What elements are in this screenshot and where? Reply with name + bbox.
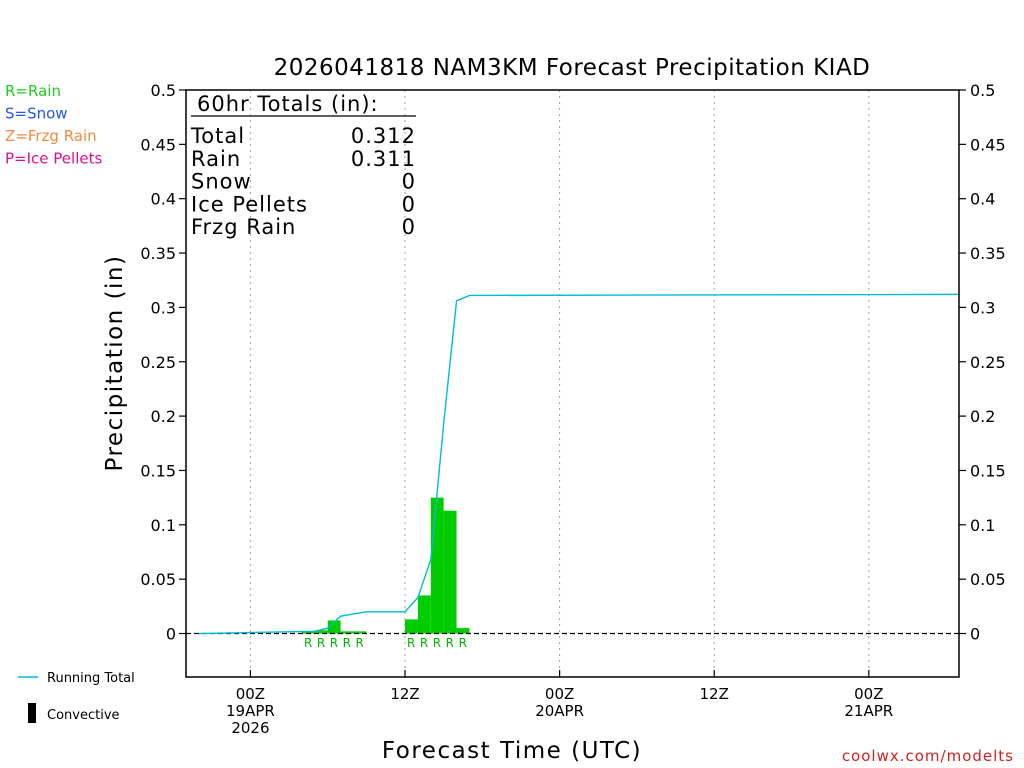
y-tick-label: 0.15 xyxy=(140,461,176,480)
totals-row-label: Frzg Rain xyxy=(191,215,296,239)
totals-row-value: 0.311 xyxy=(351,147,416,171)
precip-bar xyxy=(443,510,457,634)
x-tick-label: 12Z xyxy=(390,685,419,703)
x-tick-label: 00Z xyxy=(854,685,883,703)
credit-text: coolwx.com/modelts xyxy=(842,747,1014,765)
y-tick-label-right: 0.3 xyxy=(970,298,995,317)
y-tick-label-right: 0.05 xyxy=(970,570,1006,589)
bars-group xyxy=(301,497,470,634)
totals-row-value: 0 xyxy=(402,170,416,194)
y-tick-label-right: 0.5 xyxy=(970,81,995,100)
precip-bar xyxy=(314,630,328,634)
y-tick-label-right: 0.15 xyxy=(970,461,1006,480)
x-tick-label: 21APR xyxy=(844,702,893,720)
ptype-legend-item: S=Snow xyxy=(5,105,68,123)
x-tick-label: 12Z xyxy=(700,685,729,703)
precip-bar xyxy=(405,619,418,634)
totals-row-value: 0 xyxy=(402,192,416,216)
y-tick-label: 0 xyxy=(166,625,176,644)
precip-bar xyxy=(430,497,444,634)
ptype-legend-item: P=Ice Pellets xyxy=(5,150,102,168)
totals-row-label: Snow xyxy=(191,170,252,194)
totals-box: 60hr Totals (in): Total 0.312 Rain 0.311 Sno… xyxy=(190,92,416,239)
convective-legend-swatch xyxy=(28,703,36,723)
totals-row-label: Ice Pellets xyxy=(191,192,308,216)
x-tick-label: 2026 xyxy=(231,719,269,737)
ptype-marker: R xyxy=(420,636,429,650)
y-tick-label: 0.45 xyxy=(140,135,176,154)
ptype-marker: R xyxy=(459,636,468,650)
y-tick-label-right: 0.45 xyxy=(970,135,1006,154)
y-tick-label-right: 0 xyxy=(970,625,980,644)
x-tick-label: 20APR xyxy=(535,702,584,720)
ptype-marker: R xyxy=(356,636,365,650)
y-ticks-right: 0.5 0.45 0.4 0.35 0.3 0.25 0.2 0.15 0.1 0.05 0 xyxy=(959,81,1006,644)
totals-row-label: Rain xyxy=(191,147,241,171)
running-total-line xyxy=(198,293,960,635)
ptype-marker: R xyxy=(330,636,339,650)
y-tick-label-right: 0.4 xyxy=(970,190,995,209)
y-tick-label: 0.3 xyxy=(151,298,176,317)
ptype-legend-item: R=Rain xyxy=(5,82,61,100)
y-axis-title: Precipitation (in) xyxy=(102,255,128,472)
y-tick-label-right: 0.1 xyxy=(970,516,995,535)
precip-bar xyxy=(327,620,341,634)
ptype-marker: R xyxy=(446,636,455,650)
ptype-marker: R xyxy=(317,636,326,650)
y-tick-label: 0.4 xyxy=(151,190,176,209)
precip-bar xyxy=(417,595,431,634)
ptype-marker: R xyxy=(433,636,442,650)
totals-heading: 60hr Totals (in): xyxy=(197,92,379,116)
y-tick-label: 0.5 xyxy=(151,81,176,100)
totals-row-value: 0 xyxy=(402,215,416,239)
chart-title: 2026041818 NAM3KM Forecast Precipitation… xyxy=(274,55,871,81)
totals-row-value: 0.312 xyxy=(351,124,416,148)
precip-bar xyxy=(340,631,354,634)
y-tick-label: 0.05 xyxy=(140,570,176,589)
y-tick-label: 0.35 xyxy=(140,244,176,263)
running-total-legend-label: Running Total xyxy=(47,671,135,686)
y-tick-label: 0.2 xyxy=(151,407,176,426)
convective-legend-label: Convective xyxy=(47,708,120,723)
ptype-marker: R xyxy=(304,636,313,650)
precip-bar xyxy=(301,631,315,634)
ptype-marker: R xyxy=(343,636,352,650)
y-tick-label-right: 0.25 xyxy=(970,353,1006,372)
totals-row-label: Total xyxy=(190,124,245,148)
ptype-legend: R=Rain S=Snow Z=Frzg Rain P=Ice Pellets xyxy=(5,82,102,168)
ptype-marker: R xyxy=(407,636,416,650)
y-ticks-left: 0.5 0.45 0.4 0.35 0.3 0.25 0.2 0.15 0.1 0.05 0 xyxy=(140,81,186,644)
y-tick-label: 0.25 xyxy=(140,353,176,372)
x-tick-label: 00Z xyxy=(236,685,265,703)
y-tick-label-right: 0.35 xyxy=(970,244,1006,263)
y-tick-label: 0.1 xyxy=(151,516,176,535)
series-legend: Running Total Convective xyxy=(18,671,135,723)
precip-bar xyxy=(353,631,367,634)
ptype-legend-item: Z=Frzg Rain xyxy=(5,127,97,145)
y-tick-label-right: 0.2 xyxy=(970,407,995,426)
x-tick-label: 19APR xyxy=(226,702,275,720)
plot-frame xyxy=(185,89,960,678)
precip-bar xyxy=(456,628,470,634)
x-tick-label: 00Z xyxy=(545,685,574,703)
grid-lines xyxy=(249,90,870,677)
x-axis-title: Forecast Time (UTC) xyxy=(382,738,642,764)
